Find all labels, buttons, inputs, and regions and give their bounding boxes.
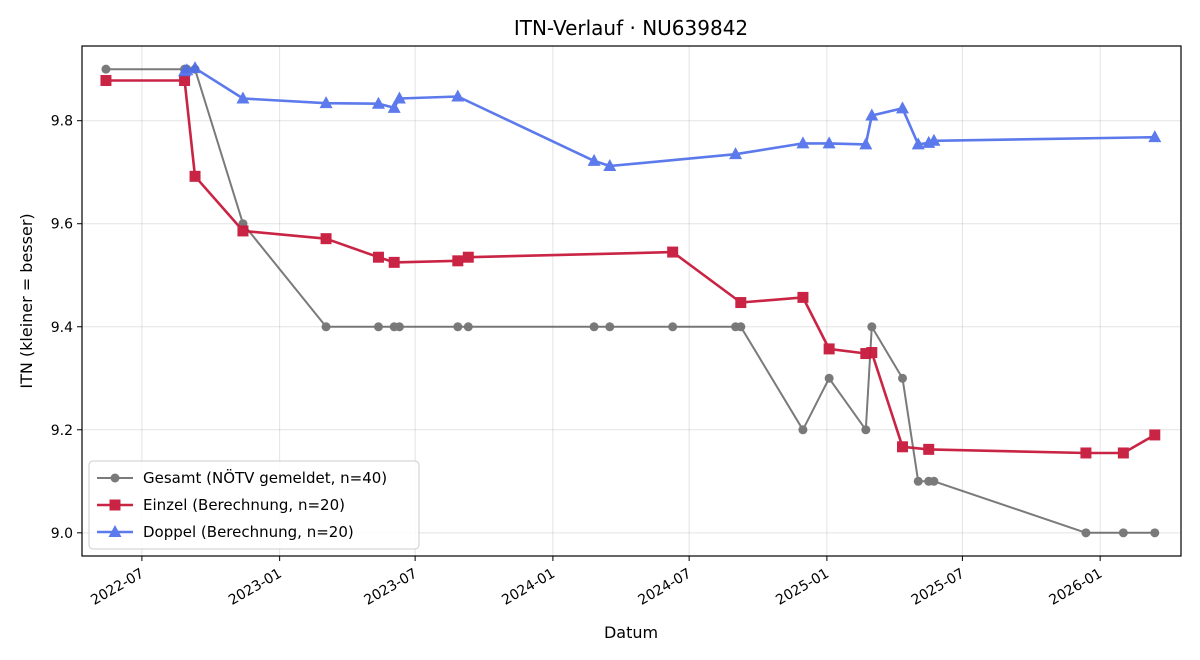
data-point-doppel	[896, 101, 910, 114]
legend-box	[88, 460, 420, 550]
data-point-einzel	[923, 443, 935, 455]
data-point-gesamt	[736, 322, 746, 332]
data-point-doppel	[911, 137, 925, 150]
data-point-einzel	[823, 343, 835, 355]
series-line-doppel	[184, 66, 1155, 168]
data-point-doppel	[451, 89, 465, 102]
legend-entry-doppel	[97, 525, 133, 537]
data-point-doppel	[603, 159, 617, 172]
legend-label-doppel: Doppel (Berechnung, n=20)	[143, 523, 354, 541]
y-tick-label: 9.6	[51, 217, 73, 233]
series-line-einzel	[106, 79, 1156, 455]
data-point-doppel	[319, 96, 333, 109]
y-tick-label: 9.4	[51, 320, 73, 336]
data-point-gesamt	[373, 322, 383, 332]
data-point-gesamt	[913, 476, 923, 486]
data-point-gesamt	[861, 425, 871, 435]
data-point-einzel	[462, 251, 474, 263]
y-tick-label: 9.0	[51, 526, 73, 542]
data-point-doppel	[387, 100, 401, 113]
data-point-doppel	[1148, 130, 1162, 143]
data-point-gesamt	[824, 373, 834, 383]
y-tick-label: 9.2	[51, 423, 73, 439]
plot-frame	[81, 45, 1182, 557]
data-point-gesamt	[898, 373, 908, 383]
x-tick-label: 2025-07	[909, 566, 968, 609]
data-point-doppel	[392, 91, 406, 104]
data-point-gesamt	[394, 322, 404, 332]
legend-entry-einzel	[97, 499, 133, 511]
legend-label-einzel: Einzel (Berechnung, n=20)	[143, 496, 345, 514]
data-point-gesamt	[453, 322, 463, 332]
series-gesamt	[101, 64, 1160, 538]
data-point-gesamt	[101, 64, 111, 74]
data-point-einzel	[100, 75, 112, 87]
data-point-doppel	[927, 133, 941, 146]
data-point-gesamt	[1118, 528, 1128, 538]
data-point-einzel	[897, 441, 909, 453]
legend-marker-doppel	[108, 525, 122, 537]
legend: Gesamt (NÖTV gemeldet, n=40) Einzel (Bere…	[88, 460, 420, 550]
data-point-einzel	[179, 75, 191, 87]
series-doppel	[178, 61, 1162, 172]
x-tick-label: 2023-01	[226, 566, 285, 609]
data-point-gesamt	[929, 476, 939, 486]
data-point-gesamt	[589, 322, 599, 332]
legend-entry-gesamt	[97, 473, 133, 483]
x-tick-label: 2024-01	[499, 566, 558, 609]
x-tick-label: 2023-07	[361, 566, 420, 609]
data-point-doppel	[865, 108, 879, 121]
data-point-doppel	[859, 137, 873, 150]
legend-marker-gesamt	[110, 473, 120, 483]
data-point-einzel	[735, 297, 747, 309]
data-point-einzel	[866, 347, 878, 359]
data-point-gesamt	[321, 322, 331, 332]
data-point-einzel	[320, 233, 332, 245]
data-point-doppel	[729, 147, 743, 160]
data-point-einzel	[452, 255, 464, 267]
data-point-doppel	[371, 96, 385, 109]
data-point-doppel	[188, 61, 202, 74]
y-axis-label: ITN (kleiner = besser)	[17, 213, 36, 388]
data-point-einzel	[1080, 447, 1092, 459]
data-point-gesamt	[668, 322, 678, 332]
series-einzel	[100, 75, 1161, 459]
grid	[82, 46, 1181, 556]
data-point-doppel	[822, 136, 836, 149]
x-tick-label: 2022-07	[88, 566, 147, 609]
data-point-einzel	[388, 256, 400, 268]
legend-label-gesamt: Gesamt (NÖTV gemeldet, n=40)	[143, 468, 387, 487]
x-axis-label: Datum	[604, 623, 658, 642]
data-point-gesamt	[1150, 528, 1160, 538]
x-tick-label: 2025-01	[773, 566, 832, 609]
chart-title: ITN-Verlauf · NU639842	[514, 16, 748, 40]
x-tick-label: 2024-07	[635, 566, 694, 609]
data-point-doppel	[587, 153, 601, 166]
legend-marker-einzel	[109, 499, 121, 511]
data-point-einzel	[189, 170, 201, 182]
data-point-gesamt	[463, 322, 473, 332]
x-tick-label: 2026-01	[1046, 566, 1105, 609]
data-point-einzel	[1149, 429, 1161, 441]
data-point-einzel	[237, 225, 249, 237]
data-point-gesamt	[605, 322, 615, 332]
data-point-doppel	[236, 91, 250, 104]
data-point-einzel	[372, 251, 384, 263]
data-point-gesamt	[1081, 528, 1091, 538]
y-tick-label: 9.8	[51, 114, 73, 130]
data-point-einzel	[860, 348, 872, 360]
data-point-gesamt	[798, 425, 808, 435]
data-point-doppel	[796, 136, 810, 149]
data-point-einzel	[1117, 447, 1129, 459]
data-point-einzel	[667, 246, 679, 258]
series-layer	[100, 61, 1162, 538]
data-point-einzel	[797, 291, 809, 303]
data-point-gesamt	[867, 322, 877, 332]
